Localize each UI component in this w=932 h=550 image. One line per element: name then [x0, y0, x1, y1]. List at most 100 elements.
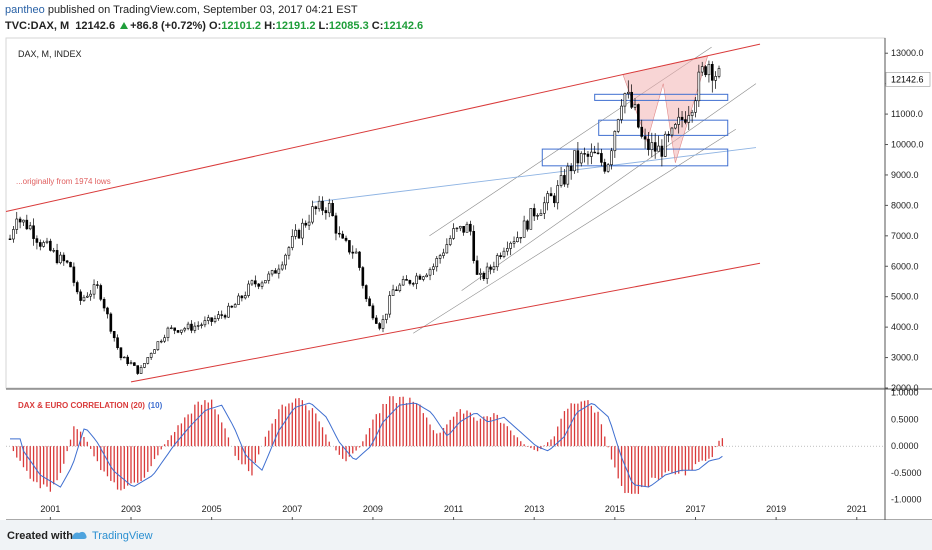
candle-body [213, 318, 217, 322]
candle-body [203, 320, 207, 326]
tradingview-link[interactable]: TradingView [92, 530, 153, 542]
candle-body [267, 273, 271, 281]
date-tick-label: 2013 [524, 504, 544, 514]
high-value: 12191.2 [275, 20, 316, 32]
indicator-pane: DAX & EURO CORRELATION (20) (10) 1.0000 0.5… [6, 388, 922, 505]
blue-trend-line [312, 147, 757, 203]
candle-body [499, 255, 502, 258]
candle-body [401, 279, 405, 286]
candle-body [52, 250, 56, 252]
candle-body [338, 232, 341, 235]
candle-body [99, 285, 103, 300]
candle-body [170, 327, 173, 329]
candle-body [539, 213, 543, 216]
candle-body [435, 258, 439, 268]
candle-body [18, 218, 22, 223]
candle-body [287, 247, 291, 256]
date-tick-label: 2003 [121, 504, 141, 514]
indicator-tick-label: 0.0000 [891, 441, 919, 451]
candle-body [613, 131, 617, 152]
candle-body [600, 153, 603, 163]
candle-body [482, 272, 486, 279]
publish-info: pantheo published on TradingView.com, Se… [5, 4, 358, 16]
date-tick-label: 2019 [766, 504, 786, 514]
candle-body [307, 221, 311, 226]
tradingview-logo-icon[interactable] [70, 529, 88, 541]
thin-channel-middle [461, 83, 757, 291]
candle-body [408, 280, 412, 284]
candle-body [196, 325, 200, 327]
close-value: 12142.6 [383, 20, 424, 32]
date-tick-label: 2011 [444, 504, 463, 514]
candle-body [264, 280, 267, 284]
candle-body [294, 229, 297, 237]
support-zone-box[interactable] [594, 93, 729, 101]
last-price-tag-box [885, 72, 931, 87]
candle-body [334, 215, 338, 234]
price-tick-label: 4000.0 [891, 322, 919, 332]
candle-body [438, 255, 442, 259]
candle-body [586, 153, 590, 157]
candle-body [133, 362, 136, 366]
candle-body [126, 356, 129, 365]
candle-body [623, 93, 627, 107]
candle-body [190, 323, 193, 331]
candle-body [526, 220, 529, 230]
candle-body [75, 282, 79, 293]
candle-body [217, 314, 220, 319]
candle-body [324, 210, 328, 214]
candle-body [566, 165, 570, 185]
last-price-tag: 12142.6 [891, 74, 924, 84]
candle-body [687, 115, 691, 123]
candle-body [690, 111, 694, 116]
candle-body [35, 238, 39, 243]
ohlc-line: TVC:DAX, M 12142.6 +86.8 (+0.72%) O:1210… [5, 20, 423, 32]
candle-body [529, 208, 533, 230]
candle-body [86, 295, 89, 298]
candle-body [72, 266, 76, 283]
candle-body [626, 91, 630, 94]
candle-body [475, 260, 479, 275]
candle-body [277, 268, 281, 274]
candle-body [186, 323, 190, 329]
date-tick-label: 2015 [605, 504, 625, 514]
candle-body [516, 237, 519, 242]
candle-body [398, 284, 402, 292]
candle-body [448, 238, 452, 245]
candle-body [12, 229, 15, 240]
candle-body [512, 241, 516, 244]
candle-body [677, 116, 680, 125]
candle-body [354, 251, 358, 254]
candle-body [270, 270, 274, 275]
candle-body [290, 236, 294, 248]
candle-body [596, 152, 600, 154]
candle-body [509, 242, 512, 249]
candle-body [116, 337, 119, 349]
created-with-text: Created with [7, 530, 74, 542]
candle-body [455, 227, 459, 230]
candle-body [489, 266, 492, 270]
up-arrow-icon [120, 22, 129, 29]
candle-body [331, 203, 334, 217]
candle-body [368, 298, 371, 307]
candle-body [710, 63, 714, 81]
price-tick-label: 9000.0 [891, 170, 919, 180]
indicator-title: DAX & EURO CORRELATION (20) [18, 401, 145, 410]
candle-body [254, 280, 257, 285]
author-name[interactable]: pantheo [5, 4, 45, 16]
date-tick-label: 2009 [363, 504, 383, 514]
candle-body [109, 313, 113, 332]
support-zone-box[interactable] [541, 148, 729, 167]
candle-body [519, 237, 523, 239]
candle-body [156, 341, 160, 350]
candle-body [556, 185, 560, 204]
candle-body [680, 116, 684, 120]
thin-channel-lower [413, 129, 736, 334]
candle-body [65, 260, 69, 263]
main-frame [5, 37, 886, 389]
last-price: 12142.6 [75, 20, 116, 32]
indicator-tick-label: 0.5000 [891, 414, 919, 424]
candle-body [301, 222, 304, 239]
support-zone-box[interactable] [598, 119, 729, 136]
